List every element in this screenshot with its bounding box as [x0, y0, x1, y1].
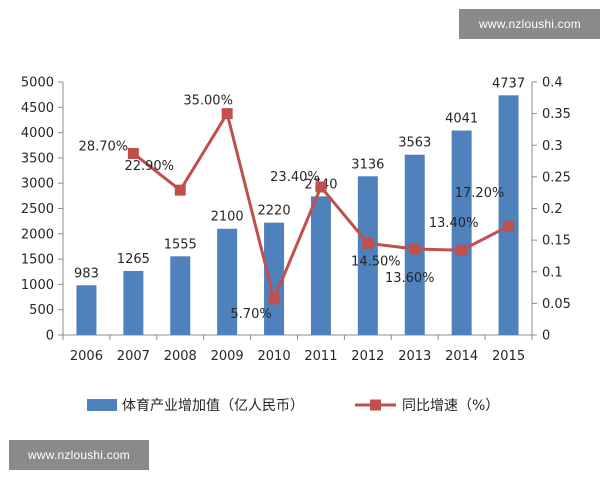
left-tick-label: 5000 [21, 76, 54, 91]
right-tick-label: 0 [542, 329, 550, 344]
bar [451, 130, 472, 335]
x-tick-label: 2013 [398, 349, 431, 364]
line-point-marker [503, 220, 515, 232]
left-tick-label: 500 [29, 303, 54, 318]
bar-data-label: 983 [74, 266, 99, 281]
x-tick-label: 2009 [211, 349, 244, 364]
x-tick-label: 2014 [445, 349, 478, 364]
line-data-label: 13.40% [429, 216, 479, 231]
left-tick-label: 4000 [21, 126, 54, 141]
line-data-label: 13.60% [385, 271, 435, 286]
x-tick-label: 2006 [70, 349, 103, 364]
x-tick-label: 2010 [258, 349, 291, 364]
bar [123, 270, 144, 335]
x-tick-label: 2008 [164, 349, 197, 364]
right-tick-label: 0.1 [542, 265, 563, 280]
right-tick-label: 0.25 [542, 170, 571, 185]
watermark-bottom: www.nzloushi.com [9, 440, 149, 470]
line-point-marker [362, 237, 374, 249]
bar-data-label: 3136 [351, 157, 384, 172]
legend-line-label: 同比增速（%） [402, 398, 499, 414]
right-tick-label: 0.15 [542, 234, 571, 249]
left-tick-label: 2500 [21, 202, 54, 217]
watermark-top: www.nzloushi.com [459, 9, 600, 39]
bar [170, 256, 191, 335]
bar [264, 222, 285, 335]
legend-line-marker [370, 399, 381, 411]
left-tick-label: 2000 [21, 227, 54, 242]
line-point-marker [409, 243, 421, 255]
bar-data-label: 4737 [492, 76, 525, 91]
right-tick-label: 0.4 [542, 76, 563, 91]
line-data-label: 35.00% [183, 94, 233, 109]
left-tick-label: 4500 [21, 101, 54, 116]
bar-data-label: 2220 [258, 204, 291, 219]
line-point-marker [315, 181, 327, 193]
line-data-label: 5.70% [230, 307, 271, 322]
left-tick-label: 1500 [21, 253, 54, 268]
line-data-label: 22.90% [124, 159, 174, 174]
bar-data-label: 1555 [164, 237, 197, 252]
x-tick-label: 2012 [351, 349, 384, 364]
bar-data-label: 2100 [211, 210, 244, 225]
right-tick-label: 0.3 [542, 139, 563, 154]
bar [76, 285, 97, 335]
line-point-marker [221, 108, 233, 120]
bar-data-label: 3563 [398, 136, 431, 151]
line-point-marker [268, 293, 280, 305]
line-data-label: 23.40% [270, 170, 320, 185]
right-tick-label: 0.05 [542, 297, 571, 312]
line-point-marker [456, 244, 468, 256]
bar-data-label: 1265 [117, 252, 150, 267]
line-data-label: 14.50% [351, 254, 401, 269]
bar [498, 95, 519, 335]
line-data-label: 28.70% [79, 139, 129, 154]
x-tick-label: 2011 [304, 349, 337, 364]
bar [310, 196, 331, 335]
line-point-marker [127, 147, 139, 159]
bar-data-label: 4041 [445, 112, 478, 127]
left-tick-label: 3000 [21, 177, 54, 192]
line-data-label: 17.20% [455, 186, 505, 201]
right-tick-label: 0.35 [542, 107, 571, 122]
bar [217, 228, 238, 335]
left-tick-label: 0 [46, 329, 54, 344]
left-tick-label: 3500 [21, 151, 54, 166]
bar [357, 176, 378, 335]
left-tick-label: 1000 [21, 278, 54, 293]
line-point-marker [174, 184, 186, 196]
legend-bar-swatch [87, 399, 117, 411]
right-tick-label: 0.2 [542, 202, 563, 217]
x-tick-label: 2015 [492, 349, 525, 364]
x-tick-label: 2007 [117, 349, 150, 364]
legend-bar-label: 体育产业增加值（亿人民币） [122, 398, 304, 414]
